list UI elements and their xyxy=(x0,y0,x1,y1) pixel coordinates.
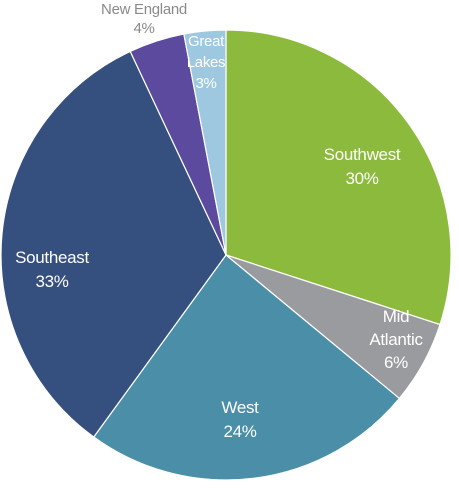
slice-name-mid-atlantic: Atlantic xyxy=(369,330,423,349)
slice-label-new-england: New England 4% xyxy=(101,1,187,37)
pie-slice-great-lakes xyxy=(183,29,227,256)
slice-percent-mid-atlantic: 6% xyxy=(384,353,408,372)
slice-name-west: West xyxy=(221,398,259,417)
slice-name-southeast: Southeast xyxy=(15,248,89,267)
slice-name-mid-atlantic: Mid xyxy=(383,307,410,326)
slice-label-west: West 24% xyxy=(221,398,259,441)
slice-label-southwest: Southwest 30% xyxy=(324,145,401,188)
slice-name-new-england: New England xyxy=(101,1,187,18)
pie-slice-southeast xyxy=(0,50,227,438)
slice-name-great-lakes: Lakes xyxy=(187,54,226,71)
slice-label-great-lakes: Great Lakes 3% xyxy=(187,33,226,92)
slice-percent-southwest: 30% xyxy=(345,169,378,188)
slice-percent-new-england: 4% xyxy=(133,20,154,37)
pie-slice-southwest xyxy=(225,29,452,326)
pie-slice-west xyxy=(92,254,401,481)
slice-label-mid-atlantic: Mid Atlantic 6% xyxy=(369,307,423,372)
slice-name-southwest: Southwest xyxy=(324,145,401,164)
slice-name-great-lakes: Great xyxy=(188,33,225,50)
slice-percent-great-lakes: 3% xyxy=(195,75,216,92)
slice-percent-west: 24% xyxy=(223,422,256,441)
slice-label-southeast: Southeast 33% xyxy=(15,248,89,291)
slice-percent-southeast: 33% xyxy=(35,272,68,291)
